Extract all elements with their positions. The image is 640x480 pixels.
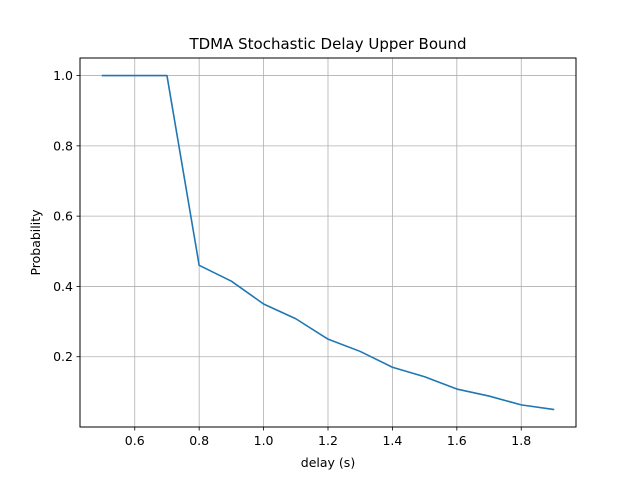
x-axis: 0.6 0.8 1.0 1.2 1.4 1.6 1.8	[125, 427, 531, 448]
x-tick-label: 1.4	[382, 433, 402, 448]
y-axis: 0.2 0.4 0.6 0.8 1.0	[53, 68, 80, 364]
x-tick-label: 1.8	[511, 433, 531, 448]
x-tick-label: 1.0	[254, 433, 274, 448]
x-tick-label: 0.6	[125, 433, 145, 448]
y-axis-label: Probability	[28, 209, 43, 276]
x-axis-label: delay (s)	[301, 455, 355, 470]
y-tick-label: 0.4	[53, 279, 73, 294]
x-tick-label: 1.6	[447, 433, 467, 448]
y-tick-label: 0.8	[53, 138, 73, 153]
y-tick-label: 0.2	[53, 349, 73, 364]
y-tick-label: 1.0	[53, 68, 73, 83]
series-line	[101, 74, 555, 411]
chart-title: TDMA Stochastic Delay Upper Bound	[188, 35, 466, 53]
x-tick-label: 0.8	[189, 433, 209, 448]
x-tick-label: 1.2	[318, 433, 338, 448]
series-layer	[101, 74, 555, 411]
y-tick-label: 0.6	[53, 209, 73, 224]
grid	[80, 58, 576, 427]
